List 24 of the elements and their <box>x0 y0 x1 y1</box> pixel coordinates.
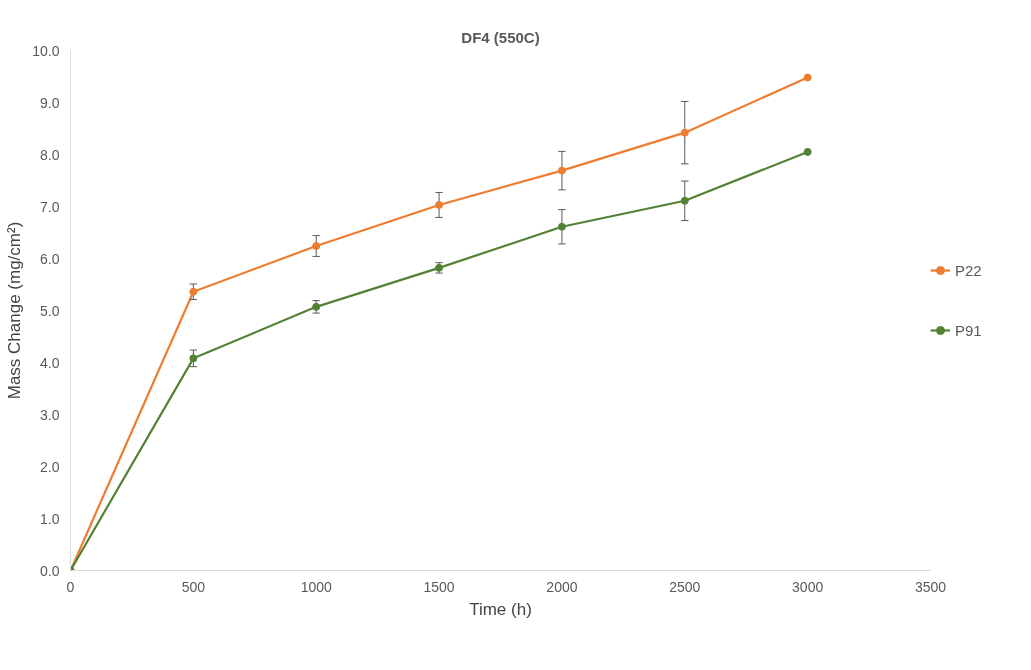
y-tick-label: 10.0 <box>32 42 60 59</box>
x-tick-label: 0 <box>66 578 75 595</box>
x-tick-label: 3500 <box>914 578 947 595</box>
legend-label: P91 <box>955 321 982 339</box>
y-tick-label: 8.0 <box>40 146 60 163</box>
y-tick-label: 1.0 <box>40 510 60 527</box>
x-tick-label: 2500 <box>669 578 701 595</box>
y-tick-label: 9.0 <box>40 94 60 111</box>
y-tick-label: 3.0 <box>40 406 60 423</box>
y-tick-label: 0.0 <box>40 562 60 579</box>
y-tick-label: 2.0 <box>40 458 60 475</box>
x-tick-label: 1000 <box>300 578 332 595</box>
x-tick-label: 3000 <box>792 578 824 595</box>
y-tick-label: 6.0 <box>40 250 60 267</box>
y-tick-label: 5.0 <box>40 302 60 319</box>
y-axis-title: Mass Change (mg/cm²) <box>5 221 25 400</box>
legend-label: P22 <box>955 261 982 279</box>
x-axis-title: Time (h) <box>469 599 532 619</box>
y-tick-label: 7.0 <box>40 198 60 215</box>
chart-title: DF4 (550C) <box>461 28 540 46</box>
y-tick-label: 4.0 <box>40 354 60 371</box>
x-tick-label: 2000 <box>546 578 578 595</box>
x-tick-label: 500 <box>181 578 206 595</box>
x-tick-label: 1500 <box>423 578 455 595</box>
